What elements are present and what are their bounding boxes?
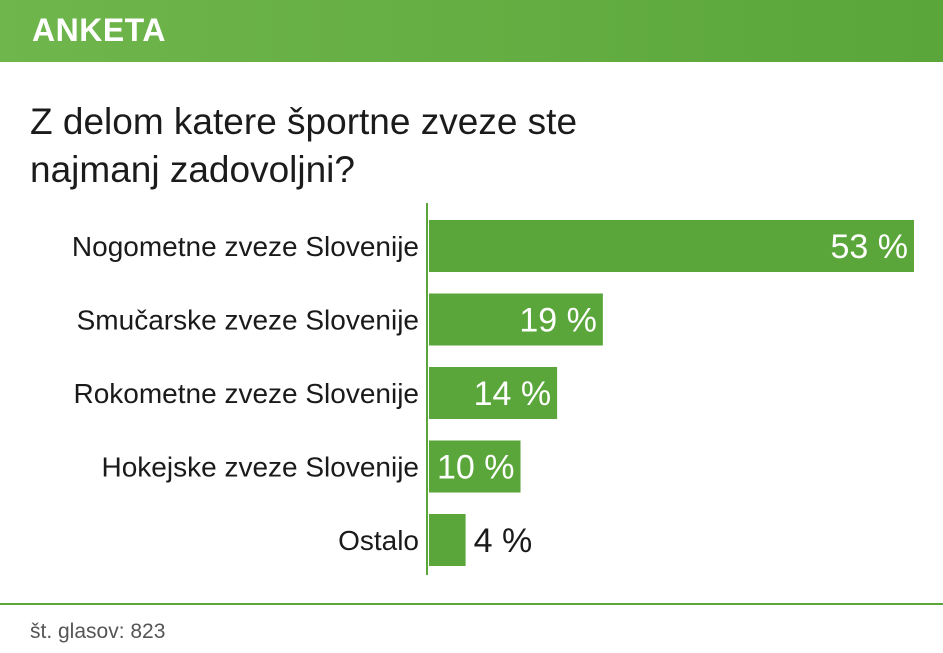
bar	[429, 440, 521, 493]
header-bar: ANKETA	[0, 0, 943, 62]
category-label: Hokejske zveze Slovenije	[102, 452, 420, 483]
category-label: Nogometne zveze Slovenije	[72, 231, 419, 262]
value-label: 19 %	[519, 302, 597, 340]
bar	[429, 220, 914, 272]
value-label: 10 %	[437, 449, 515, 487]
value-label: 14 %	[474, 375, 552, 413]
category-label: Ostalo	[338, 525, 419, 556]
question-title: Z delom katere športne zveze ste najmanj…	[30, 101, 578, 190]
bar	[429, 293, 603, 346]
bar	[429, 367, 558, 419]
bar-chart: Nogometne zveze Slovenije 53 % Smučarske z…	[72, 203, 914, 575]
vote-count: št. glasov: 823	[30, 620, 166, 643]
bar	[429, 514, 466, 566]
footer-divider	[0, 603, 943, 605]
category-label: Smučarske zveze Slovenije	[77, 305, 419, 336]
header-label: ANKETA	[32, 12, 166, 48]
value-label: 53 %	[831, 228, 909, 266]
value-label: 4 %	[474, 522, 533, 560]
category-label: Rokometne zveze Slovenije	[73, 378, 419, 409]
